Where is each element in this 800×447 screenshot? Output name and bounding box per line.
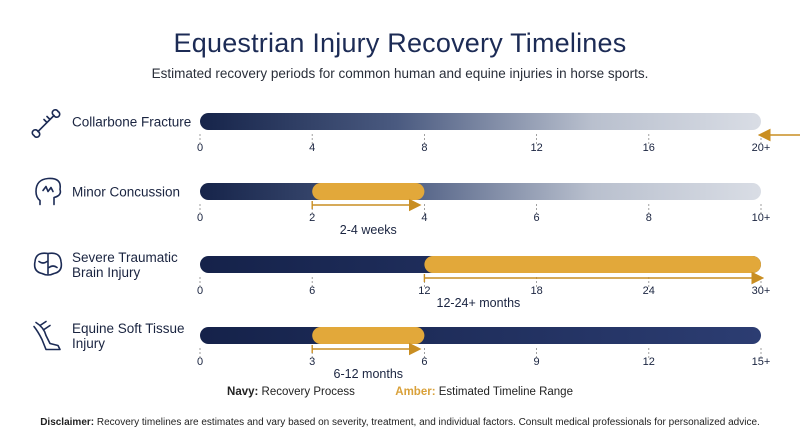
chart-title: Equestrian Injury Recovery Timelines <box>173 28 627 58</box>
range-label: 6-12 months <box>334 367 403 381</box>
recovery-track <box>200 113 761 130</box>
recovery-track <box>200 327 761 344</box>
tick-label: 6 <box>421 356 427 368</box>
range-label: 2-4 weeks <box>340 223 397 237</box>
tick-label: 2 <box>309 212 315 224</box>
tick-label: 4 <box>421 212 427 224</box>
row-label: Injury <box>72 336 105 351</box>
tick-label: 15+ <box>752 356 771 368</box>
chart-subtitle: Estimated recovery periods for common hu… <box>151 66 649 81</box>
row-label: Severe Traumatic <box>72 250 178 265</box>
legend-navy-key: Navy: <box>227 386 259 398</box>
tick-label: 8 <box>421 142 427 154</box>
disclaimer-label: Disclaimer: <box>40 417 95 428</box>
head-concussion-icon <box>35 177 62 206</box>
tick-label: 10+ <box>752 212 771 224</box>
legend-navy-text: Recovery Process <box>261 386 355 398</box>
tick-label: 12 <box>418 285 430 297</box>
tick-label: 30+ <box>752 285 771 297</box>
tick-label: 18 <box>530 285 542 297</box>
tick-label: 0 <box>197 356 203 368</box>
legend-amber-key: Amber: <box>395 386 436 398</box>
row-label: Brain Injury <box>72 265 141 280</box>
tick-label: 8 <box>646 212 652 224</box>
tick-label: 0 <box>197 212 203 224</box>
bone-fracture-icon <box>31 109 61 138</box>
horse-leg-icon <box>33 320 61 351</box>
disclaimer: Disclaimer: Recovery timelines are estim… <box>0 417 800 428</box>
tick-label: 12 <box>530 142 542 154</box>
tick-label: 0 <box>197 285 203 297</box>
tick-label: 0 <box>197 142 203 154</box>
legend: Navy: Recovery Process Amber: Estimated … <box>0 386 800 398</box>
tick-label: 9 <box>534 356 540 368</box>
tick-label: 12 <box>643 356 655 368</box>
timeline-range-bar <box>312 327 425 344</box>
tick-label: 20+ <box>752 142 771 154</box>
recovery-track <box>200 183 761 200</box>
tick-label: 16 <box>643 142 655 154</box>
brain-icon <box>33 252 63 276</box>
injury-row: Minor Concussion 0 2 4 6 8 10+ 2-4 weeks <box>35 177 771 237</box>
timeline-range-bar <box>424 256 761 273</box>
row-label: Collarbone Fracture <box>72 115 191 130</box>
tick-label: 4 <box>309 142 315 154</box>
tick-label: 3 <box>309 356 315 368</box>
tick-label: 6 <box>534 212 540 224</box>
row-label: Equine Soft Tissue <box>72 321 185 336</box>
range-label: 12-24+ months <box>437 296 521 310</box>
disclaimer-text: Recovery timelines are estimates and var… <box>96 417 760 428</box>
timeline-range-bar <box>312 183 425 200</box>
row-label: Minor Concussion <box>72 185 180 200</box>
tick-label: 6 <box>309 285 315 297</box>
tick-label: 24 <box>643 285 655 297</box>
legend-amber-text: Estimated Timeline Range <box>438 386 573 398</box>
